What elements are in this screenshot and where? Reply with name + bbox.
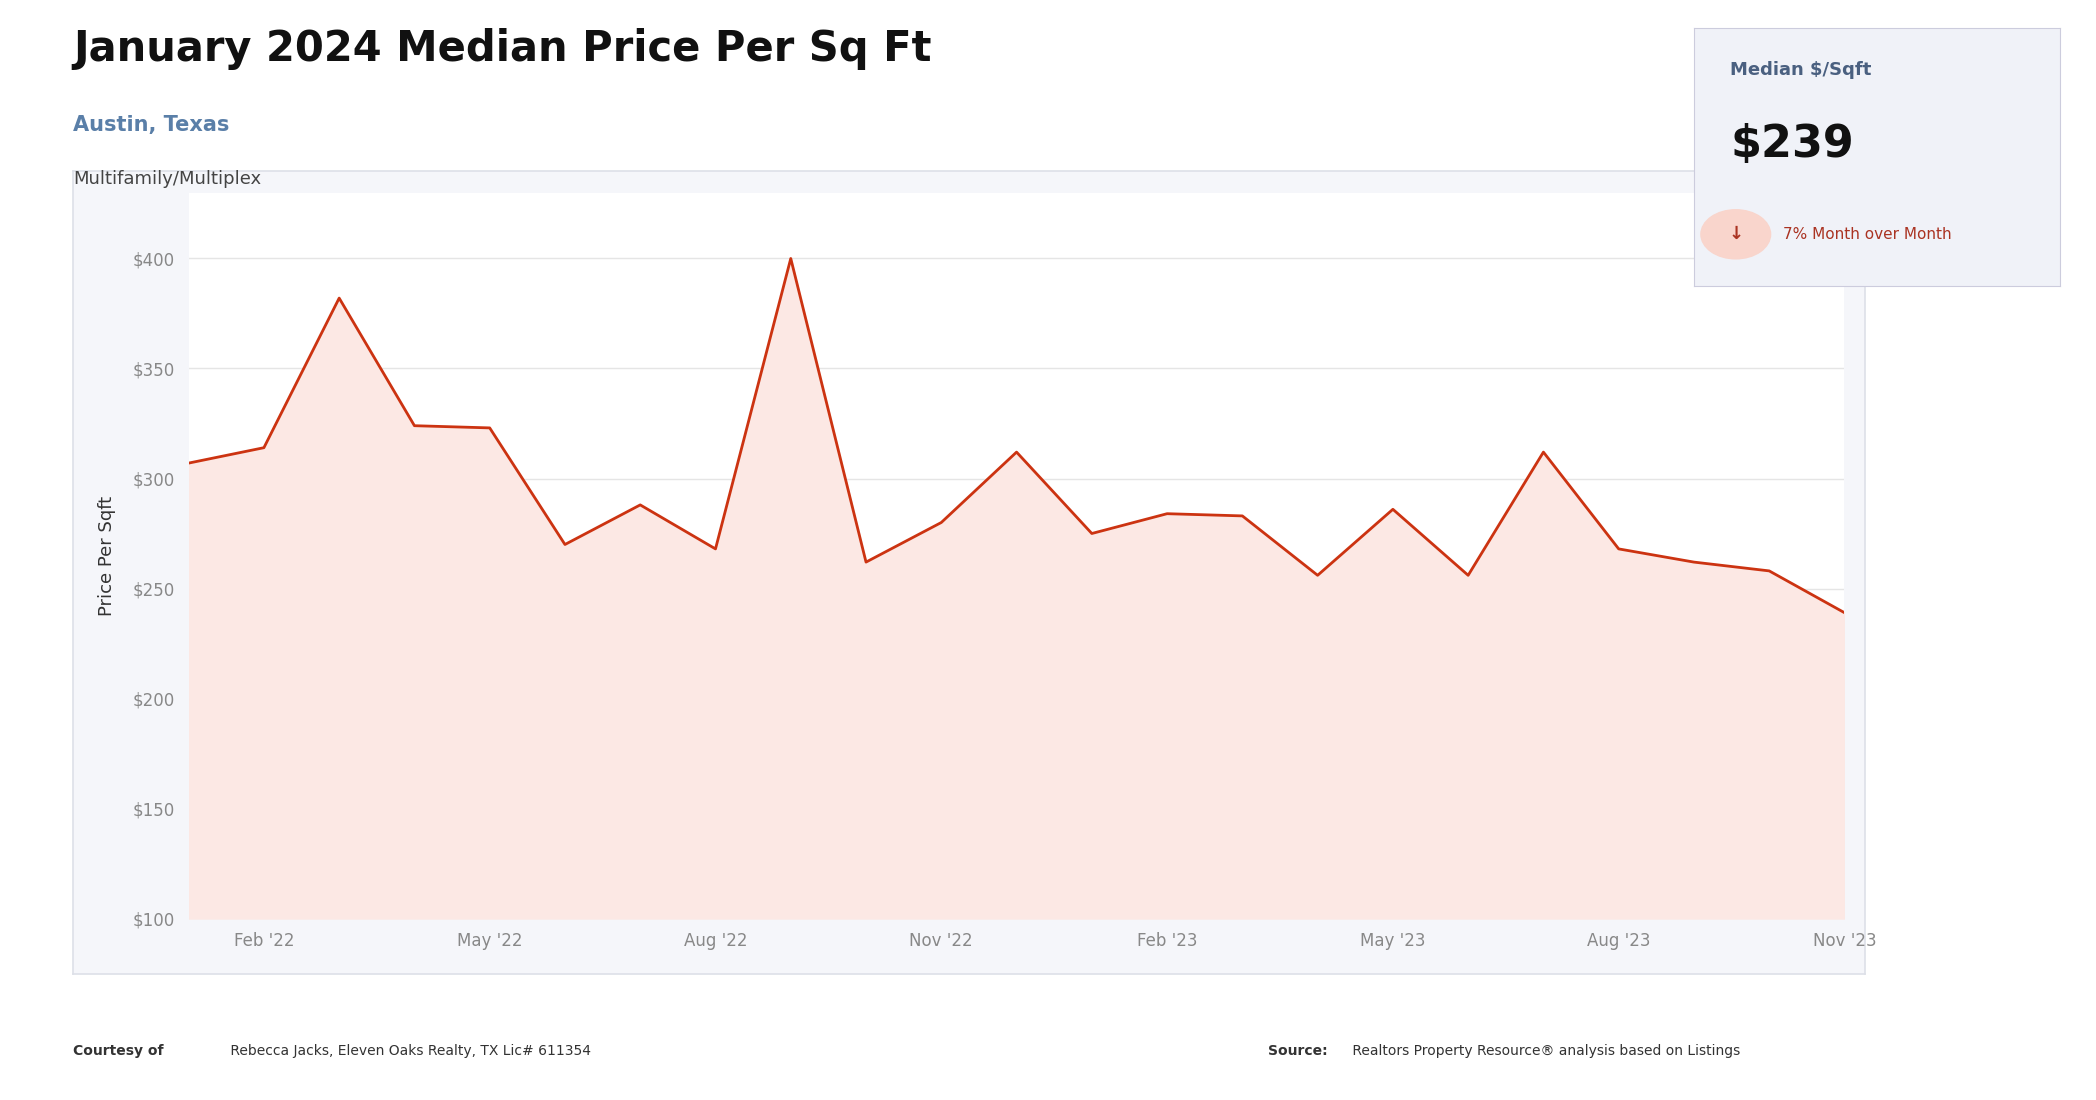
Text: Median $/Sqft: Median $/Sqft bbox=[1731, 62, 1872, 79]
Text: Austin, Texas: Austin, Texas bbox=[73, 116, 231, 135]
Text: Source:: Source: bbox=[1268, 1044, 1327, 1058]
Text: Multifamily/Multiplex: Multifamily/Multiplex bbox=[73, 170, 262, 188]
Y-axis label: Price Per Sqft: Price Per Sqft bbox=[99, 495, 115, 616]
Text: Realtors Property Resource® analysis based on Listings: Realtors Property Resource® analysis bas… bbox=[1348, 1044, 1740, 1058]
Text: January 2024 Median Price Per Sq Ft: January 2024 Median Price Per Sq Ft bbox=[73, 28, 933, 69]
Circle shape bbox=[1702, 210, 1771, 258]
Text: Rebecca Jacks, Eleven Oaks Realty, TX Lic# 611354: Rebecca Jacks, Eleven Oaks Realty, TX Li… bbox=[226, 1044, 591, 1058]
Text: Courtesy of: Courtesy of bbox=[73, 1044, 163, 1058]
Text: 7% Month over Month: 7% Month over Month bbox=[1784, 227, 1951, 242]
Text: $239: $239 bbox=[1731, 123, 1855, 166]
Text: ↓: ↓ bbox=[1729, 226, 1744, 243]
